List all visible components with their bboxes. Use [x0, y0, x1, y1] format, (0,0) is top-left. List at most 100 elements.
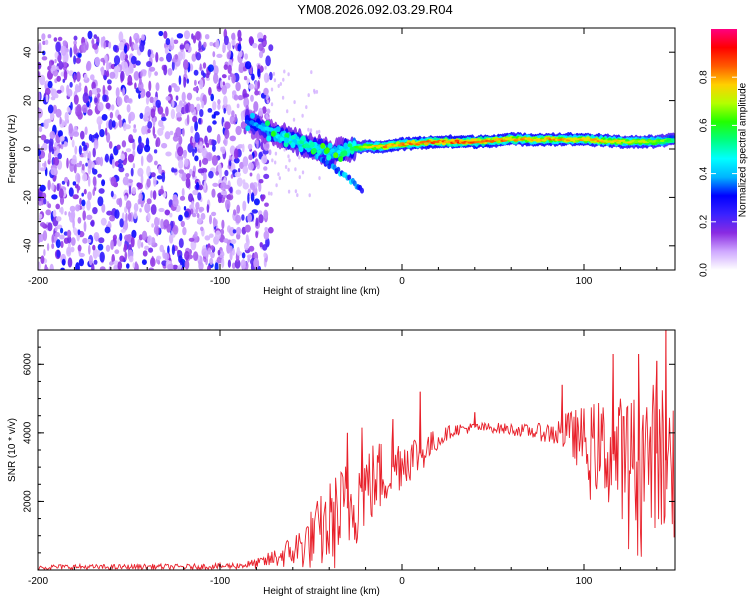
heatmap-cell — [176, 112, 182, 118]
heatmap-cell — [175, 95, 179, 101]
heatmap-cell — [155, 52, 159, 63]
heatmap-cell — [60, 267, 65, 270]
heatmap-cell — [263, 87, 269, 96]
heatmap-cell — [176, 116, 182, 122]
heatmap-cell — [135, 60, 141, 66]
heatmap-cell — [225, 199, 231, 210]
heatmap-cell — [287, 189, 291, 194]
heatmap-cell — [208, 170, 214, 179]
heatmap-cell — [155, 226, 159, 237]
heatmap-cell — [123, 243, 128, 251]
heatmap-cell — [92, 188, 95, 196]
ridge-hotspot — [266, 135, 272, 142]
heatmap-cell — [237, 95, 244, 101]
heatmap-cell — [39, 74, 46, 86]
heatmap-cell — [256, 161, 259, 166]
heatmap-cell — [105, 244, 111, 252]
heatmap-cell — [230, 174, 234, 179]
heatmap-cell — [182, 226, 187, 236]
y-tick-label: 40 — [23, 46, 34, 58]
heatmap-cell — [141, 259, 147, 265]
heatmap-cell — [274, 160, 277, 165]
heatmap-cell — [167, 245, 170, 254]
heatmap-cell — [212, 218, 218, 227]
y-tick-label: 6000 — [23, 353, 34, 376]
heatmap-cell — [66, 246, 72, 257]
heatmap-cell — [107, 85, 112, 91]
heatmap-cell — [53, 156, 60, 166]
heatmap-cell — [272, 71, 276, 76]
heatmap-cell — [237, 43, 242, 52]
heatmap-cell — [69, 205, 76, 213]
heatmap-cell — [210, 251, 215, 259]
heatmap-cell — [195, 201, 200, 210]
heatmap-cell — [127, 74, 133, 86]
heatmap-cell — [54, 58, 57, 64]
heatmap-cell — [301, 113, 304, 118]
heatmap-cell — [224, 121, 231, 130]
heatmap-cell — [158, 165, 162, 174]
heatmap-cell — [45, 209, 52, 216]
ridge-cell — [502, 139, 508, 142]
heatmap-cell — [153, 149, 158, 154]
heatmap-cell — [115, 87, 120, 98]
heatmap-cell — [55, 216, 62, 222]
ridge-hotspot — [270, 130, 276, 137]
heatmap-cell — [159, 244, 164, 253]
heatmap-cell — [217, 249, 221, 256]
x-tick-label: 0 — [399, 576, 405, 587]
heatmap-cell — [232, 248, 235, 256]
heatmap-cell — [154, 160, 158, 166]
heatmap-cell — [150, 190, 153, 199]
heatmap-cell — [48, 152, 52, 162]
heatmap-cell — [204, 135, 208, 145]
heatmap-cell — [180, 220, 185, 228]
heatmap-cell — [63, 231, 68, 236]
heatmap-cell — [117, 163, 124, 169]
heatmap-cell — [122, 176, 129, 186]
heatmap-cell — [241, 110, 244, 122]
heatmap-cell — [48, 141, 54, 153]
heatmap-cell — [207, 64, 214, 72]
heatmap-cell — [73, 35, 78, 41]
heatmap-cell — [77, 217, 82, 224]
heatmap-cell — [165, 106, 169, 117]
heatmap-cell — [233, 148, 239, 160]
heatmap-cell — [140, 200, 144, 208]
heatmap-cell — [78, 145, 82, 156]
heatmap-cell — [114, 249, 120, 254]
heatmap-cell — [179, 258, 183, 266]
heatmap-cell — [132, 43, 139, 51]
heatmap-cell — [167, 68, 173, 76]
heatmap-cell — [194, 146, 197, 154]
x-tick-label: 100 — [576, 576, 593, 587]
heatmap-cell — [209, 257, 214, 266]
heatmap-cell — [202, 62, 207, 69]
heatmap-cell — [113, 264, 119, 270]
heatmap-cell — [236, 246, 240, 256]
heatmap-cell — [198, 117, 202, 125]
heatmap-cell — [150, 257, 156, 268]
heatmap-cell — [267, 191, 271, 196]
heatmap-cell — [83, 144, 88, 151]
heatmap-cell — [144, 112, 148, 118]
heatmap-cell — [318, 176, 321, 181]
heatmap-cell — [193, 69, 199, 76]
x-tick-label: -200 — [28, 576, 48, 587]
heatmap-cell — [165, 38, 171, 46]
heatmap-cell — [58, 61, 64, 70]
heatmap-cell — [233, 94, 239, 101]
heatmap-cell — [119, 218, 124, 228]
heatmap-cell — [207, 247, 211, 255]
heatmap-cell — [56, 183, 60, 192]
heatmap-cell — [173, 85, 180, 93]
heatmap-cell — [151, 223, 155, 228]
heatmap-cell — [296, 193, 299, 198]
heatmap-cell — [217, 99, 221, 105]
heatmap-cell — [185, 173, 191, 179]
heatmap-cell — [51, 243, 55, 250]
heatmap-cell — [198, 206, 205, 212]
heatmap-cell — [313, 88, 316, 93]
heatmap-cell — [283, 69, 286, 74]
heatmap-cell — [228, 75, 231, 81]
